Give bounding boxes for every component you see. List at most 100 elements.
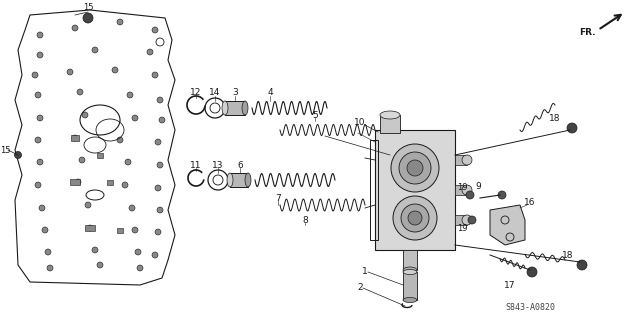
Circle shape bbox=[155, 185, 161, 191]
Circle shape bbox=[462, 155, 472, 165]
Text: 18: 18 bbox=[549, 114, 561, 123]
Circle shape bbox=[466, 191, 474, 199]
Circle shape bbox=[155, 229, 161, 235]
Circle shape bbox=[132, 115, 138, 121]
Text: S843-A0820: S843-A0820 bbox=[505, 303, 555, 313]
Text: FR.: FR. bbox=[579, 28, 596, 37]
Circle shape bbox=[37, 32, 43, 38]
Text: 17: 17 bbox=[504, 281, 516, 290]
Circle shape bbox=[87, 225, 93, 231]
Text: 11: 11 bbox=[190, 161, 202, 170]
Ellipse shape bbox=[403, 267, 417, 273]
Circle shape bbox=[399, 152, 431, 184]
Text: 9: 9 bbox=[475, 181, 481, 190]
Circle shape bbox=[72, 25, 78, 31]
Bar bbox=[117, 228, 123, 233]
Circle shape bbox=[37, 115, 43, 121]
Text: 14: 14 bbox=[209, 87, 221, 97]
Text: 2: 2 bbox=[357, 284, 363, 292]
Ellipse shape bbox=[403, 298, 417, 302]
Ellipse shape bbox=[222, 101, 228, 115]
Bar bbox=[230, 173, 248, 187]
Ellipse shape bbox=[403, 269, 417, 275]
Circle shape bbox=[137, 265, 143, 271]
Ellipse shape bbox=[245, 173, 251, 187]
Circle shape bbox=[47, 265, 53, 271]
Bar bbox=[70, 179, 80, 185]
Circle shape bbox=[577, 260, 587, 270]
Text: 4: 4 bbox=[267, 87, 273, 97]
Bar bbox=[225, 101, 245, 115]
Circle shape bbox=[83, 13, 93, 23]
Circle shape bbox=[159, 117, 165, 123]
Circle shape bbox=[45, 249, 51, 255]
Circle shape bbox=[462, 185, 472, 195]
Circle shape bbox=[42, 227, 48, 233]
Circle shape bbox=[37, 159, 43, 165]
Circle shape bbox=[32, 72, 38, 78]
Text: 5: 5 bbox=[312, 110, 318, 119]
Bar bbox=[403, 250, 417, 270]
Text: 1: 1 bbox=[362, 268, 368, 276]
Bar bbox=[375, 130, 455, 250]
Text: 6: 6 bbox=[237, 161, 243, 170]
Circle shape bbox=[408, 211, 422, 225]
Circle shape bbox=[462, 215, 472, 225]
Circle shape bbox=[132, 227, 138, 233]
Text: 15: 15 bbox=[0, 146, 10, 155]
Circle shape bbox=[92, 47, 98, 53]
Ellipse shape bbox=[380, 111, 400, 119]
Circle shape bbox=[92, 247, 98, 253]
Circle shape bbox=[468, 216, 476, 224]
Text: 13: 13 bbox=[212, 161, 224, 170]
Text: 15: 15 bbox=[83, 3, 93, 12]
Text: 10: 10 bbox=[355, 117, 365, 126]
Text: 7: 7 bbox=[275, 194, 281, 203]
Circle shape bbox=[125, 159, 131, 165]
Circle shape bbox=[75, 179, 81, 185]
Circle shape bbox=[152, 27, 158, 33]
Bar bbox=[455, 185, 467, 195]
Circle shape bbox=[15, 151, 22, 158]
Circle shape bbox=[567, 123, 577, 133]
Text: 19: 19 bbox=[457, 182, 467, 191]
Ellipse shape bbox=[227, 173, 233, 187]
Circle shape bbox=[85, 202, 91, 208]
Bar bbox=[403, 272, 417, 300]
Circle shape bbox=[498, 191, 506, 199]
Circle shape bbox=[155, 139, 161, 145]
Bar bbox=[107, 180, 113, 185]
Circle shape bbox=[147, 49, 153, 55]
Circle shape bbox=[127, 92, 133, 98]
Circle shape bbox=[152, 72, 158, 78]
Circle shape bbox=[77, 89, 83, 95]
Bar bbox=[85, 225, 95, 231]
Text: 16: 16 bbox=[524, 197, 536, 206]
Circle shape bbox=[35, 92, 41, 98]
Circle shape bbox=[129, 205, 135, 211]
Circle shape bbox=[72, 135, 78, 141]
Bar bbox=[455, 155, 467, 165]
Circle shape bbox=[157, 97, 163, 103]
Bar bbox=[370, 140, 378, 240]
Circle shape bbox=[152, 252, 158, 258]
Ellipse shape bbox=[242, 101, 248, 115]
Circle shape bbox=[407, 160, 423, 176]
Text: 12: 12 bbox=[190, 87, 202, 97]
Circle shape bbox=[97, 262, 103, 268]
Circle shape bbox=[112, 67, 118, 73]
Circle shape bbox=[157, 207, 163, 213]
Text: 18: 18 bbox=[563, 251, 573, 260]
Circle shape bbox=[35, 182, 41, 188]
Circle shape bbox=[67, 69, 73, 75]
Text: 8: 8 bbox=[302, 215, 308, 225]
Circle shape bbox=[135, 249, 141, 255]
Polygon shape bbox=[490, 205, 525, 245]
Circle shape bbox=[82, 112, 88, 118]
Circle shape bbox=[117, 19, 123, 25]
Circle shape bbox=[117, 137, 123, 143]
Circle shape bbox=[79, 157, 85, 163]
Circle shape bbox=[157, 162, 163, 168]
Circle shape bbox=[122, 182, 128, 188]
Bar bbox=[97, 153, 103, 157]
